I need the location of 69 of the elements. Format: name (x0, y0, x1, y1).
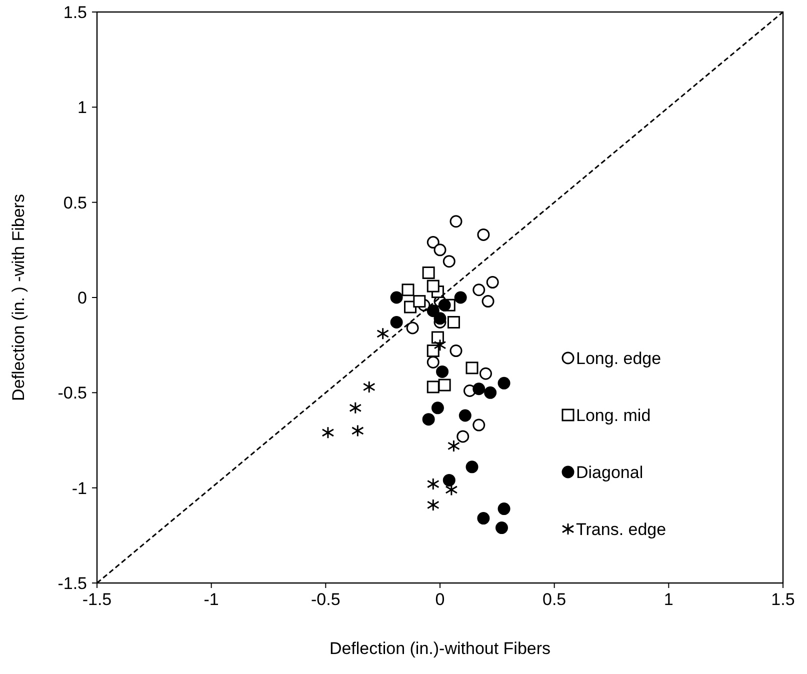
point (466, 362, 478, 374)
point (422, 413, 435, 426)
y-tick-label: -1.5 (58, 574, 87, 593)
point (442, 474, 456, 486)
point (434, 338, 446, 352)
point (351, 424, 364, 437)
y-axis-title: Deflection (in. ) -with Fibers (9, 194, 28, 401)
y-tick-label: -0.5 (58, 384, 87, 403)
point (447, 440, 460, 452)
point (426, 304, 440, 318)
point (450, 344, 462, 358)
point (426, 380, 440, 394)
point (438, 378, 451, 392)
point (413, 295, 426, 308)
point (442, 255, 456, 268)
x-tick-label: 1 (664, 590, 674, 609)
legend-label: Long. edge (576, 349, 662, 368)
legend-label: Diagonal (576, 463, 644, 482)
x-tick-label: 1.5 (771, 590, 795, 609)
point (498, 502, 510, 516)
point (477, 512, 490, 525)
point (436, 365, 449, 378)
x-tick-label: -0.5 (311, 590, 340, 609)
point (426, 344, 440, 358)
point (402, 284, 414, 296)
point (486, 276, 499, 289)
point (390, 291, 403, 304)
point (349, 402, 362, 414)
point (406, 322, 419, 334)
legend-label: Long. mid (576, 406, 651, 425)
point (422, 266, 435, 280)
point (484, 386, 497, 399)
point (450, 215, 462, 228)
point (472, 418, 486, 432)
point (466, 460, 478, 474)
legend-label: Trans. edge (576, 520, 666, 539)
point (472, 382, 486, 396)
x-axis-title: Deflection (in.)-without Fibers (329, 639, 551, 658)
point (477, 228, 490, 241)
point (479, 367, 492, 380)
point (362, 380, 376, 394)
point (454, 291, 467, 304)
point (447, 316, 460, 328)
point (431, 331, 444, 344)
x-tick-label: 0.5 (542, 590, 566, 609)
x-tick-label: -1 (204, 590, 219, 609)
point (390, 316, 403, 328)
y-tick-label: 1 (78, 98, 87, 118)
point (434, 244, 446, 256)
point (434, 312, 446, 325)
point (472, 284, 486, 296)
y-tick-label: 1.5 (63, 3, 87, 22)
point (426, 356, 440, 368)
point (438, 298, 451, 312)
y-tick-label: 0.5 (63, 193, 87, 212)
point (426, 478, 440, 490)
y-tick-label: -1 (72, 478, 87, 498)
y-tick-label: 0 (78, 288, 87, 308)
point (482, 295, 494, 308)
point (458, 409, 472, 422)
point (495, 522, 508, 534)
point (426, 280, 440, 292)
point (322, 426, 334, 439)
point (376, 327, 390, 340)
x-tick-label: 0 (435, 590, 445, 609)
point (431, 402, 444, 414)
point (498, 376, 510, 390)
point (456, 430, 470, 443)
point (426, 498, 440, 512)
